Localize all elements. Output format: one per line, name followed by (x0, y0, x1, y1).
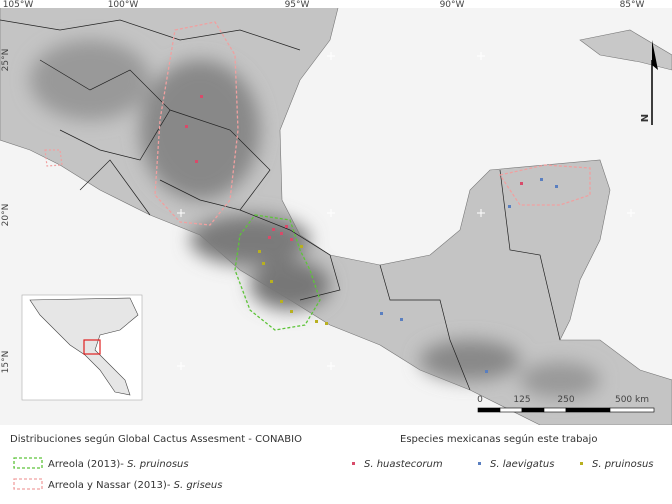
scale-label: 125 (513, 395, 530, 405)
pruinosus-range (234, 214, 321, 331)
graticule (177, 52, 635, 370)
legend-title: Especies mexicanas según este trabajo (400, 433, 597, 445)
longitude-label: 95°W (285, 0, 310, 10)
griseus-range-west (44, 149, 63, 167)
points-huastecorum (185, 95, 523, 241)
scale-bar (477, 407, 655, 413)
legend-left: Distribuciones según Global Cactus Asses… (10, 433, 302, 491)
north-arrow: N (640, 40, 658, 125)
griseus-range-yucatan (498, 164, 591, 206)
legend-item: Arreola y Nassar (2013)- S. griseus (48, 480, 222, 491)
legend-item: S. pruinosus (592, 459, 654, 470)
legend-swatch (13, 457, 43, 469)
north-label: N (640, 114, 651, 122)
longitude-label: 105°W (3, 0, 34, 10)
map: N 0 125 250 500 km (0, 8, 672, 425)
points-pruinosus (258, 245, 328, 325)
legend-right: Especies mexicanas según este trabajo S.… (352, 433, 654, 470)
griseus-range-north (154, 21, 239, 226)
latitude-label: 25°N (1, 49, 11, 72)
legend-marker (580, 462, 583, 465)
legend-item: S. huastecorum (364, 459, 443, 470)
longitude-label: 100°W (108, 0, 139, 10)
longitude-label: 90°W (440, 0, 465, 10)
legend-item: Arreola (2013)- S. pruinosus (48, 459, 189, 470)
points-laevigatus (380, 178, 558, 373)
scale-label: 0 (477, 395, 483, 405)
legend-swatch (13, 478, 43, 490)
longitude-label: 85°W (620, 0, 645, 10)
borders (0, 19, 561, 391)
latitude-label: 20°N (1, 204, 11, 227)
scale-label: 250 (557, 395, 574, 405)
legend-item: S. laevigatus (490, 459, 554, 470)
latitude-label: 15°N (1, 351, 11, 374)
cuba (579, 29, 672, 71)
inset-map (21, 294, 143, 401)
scale-label: 500 km (615, 395, 649, 405)
legend-marker (478, 462, 481, 465)
legend-marker (352, 462, 355, 465)
legend-title: Distribuciones según Global Cactus Asses… (10, 433, 302, 445)
